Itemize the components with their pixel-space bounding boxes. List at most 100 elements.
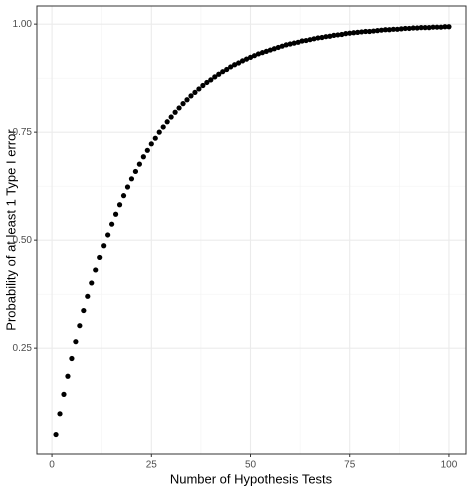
- point: [172, 109, 178, 115]
- point: [89, 280, 95, 286]
- point: [323, 34, 329, 40]
- point: [212, 74, 218, 80]
- point: [152, 135, 158, 141]
- point: [192, 89, 198, 96]
- point: [208, 77, 214, 83]
- point: [176, 105, 182, 111]
- point: [156, 129, 162, 135]
- point: [386, 27, 393, 33]
- point: [228, 64, 234, 70]
- point: [287, 41, 293, 47]
- point: [243, 56, 250, 62]
- point: [263, 48, 269, 54]
- point: [271, 46, 277, 52]
- y-tick-label: 0.25: [13, 343, 33, 354]
- point: [374, 28, 381, 34]
- point: [239, 58, 246, 64]
- point: [120, 193, 127, 199]
- point: [168, 114, 174, 120]
- y-tick-label: 0.50: [13, 235, 33, 246]
- x-tick-label: 75: [344, 460, 356, 471]
- point: [319, 34, 325, 41]
- point: [418, 25, 424, 31]
- point: [196, 86, 202, 92]
- point: [140, 154, 146, 160]
- point: [315, 35, 321, 41]
- point: [438, 24, 444, 30]
- point: [414, 25, 420, 31]
- point: [204, 79, 210, 86]
- point: [220, 69, 226, 75]
- point: [331, 32, 337, 38]
- point: [339, 31, 345, 38]
- point: [124, 184, 131, 190]
- point: [251, 53, 258, 59]
- point: [128, 176, 135, 182]
- point: [57, 411, 63, 417]
- point: [144, 147, 150, 153]
- panel-border: [36, 5, 467, 455]
- point: [109, 221, 115, 227]
- point: [434, 24, 440, 30]
- point: [180, 101, 186, 107]
- point: [65, 373, 71, 379]
- point: [164, 119, 170, 125]
- point: [311, 36, 317, 42]
- point: [224, 66, 230, 73]
- point: [93, 267, 99, 273]
- point: [116, 202, 123, 208]
- point: [81, 307, 87, 314]
- point: [406, 25, 412, 32]
- point: [422, 25, 428, 31]
- point: [112, 211, 119, 217]
- point: [366, 28, 373, 35]
- point: [255, 51, 262, 57]
- point: [378, 27, 385, 33]
- point: [442, 24, 448, 30]
- point: [359, 29, 365, 35]
- point: [232, 62, 238, 68]
- point: [85, 293, 91, 299]
- point: [291, 40, 297, 46]
- point: [307, 37, 313, 43]
- point: [382, 27, 389, 33]
- point: [335, 32, 341, 38]
- point: [402, 25, 408, 32]
- y-tick-label: 1.00: [13, 19, 33, 30]
- point: [390, 26, 396, 32]
- y-axis-title: Probability of at least 1 Type I error: [3, 129, 18, 331]
- point: [347, 30, 353, 36]
- point: [77, 323, 83, 329]
- point: [327, 33, 333, 39]
- x-tick-label: 100: [441, 460, 458, 471]
- point: [148, 141, 154, 147]
- point: [132, 168, 139, 175]
- point: [101, 243, 107, 249]
- point: [160, 124, 166, 130]
- point: [53, 431, 59, 438]
- point: [426, 25, 432, 31]
- point: [410, 25, 416, 31]
- point: [362, 28, 369, 35]
- point: [355, 29, 361, 35]
- point: [275, 44, 281, 51]
- point: [398, 26, 404, 32]
- point: [343, 31, 349, 37]
- point: [303, 37, 309, 44]
- point: [446, 24, 452, 30]
- point: [430, 24, 436, 30]
- point: [184, 97, 190, 103]
- y-tick-label: 0.75: [13, 127, 33, 138]
- point: [105, 232, 111, 238]
- point: [394, 26, 400, 32]
- x-tick-label: 50: [245, 460, 257, 471]
- point: [299, 38, 305, 44]
- point: [247, 54, 254, 61]
- point: [200, 82, 206, 89]
- x-tick-label: 25: [146, 460, 158, 471]
- point: [216, 71, 222, 77]
- point: [69, 355, 75, 362]
- point: [259, 50, 266, 56]
- x-tick-label: 0: [49, 460, 55, 471]
